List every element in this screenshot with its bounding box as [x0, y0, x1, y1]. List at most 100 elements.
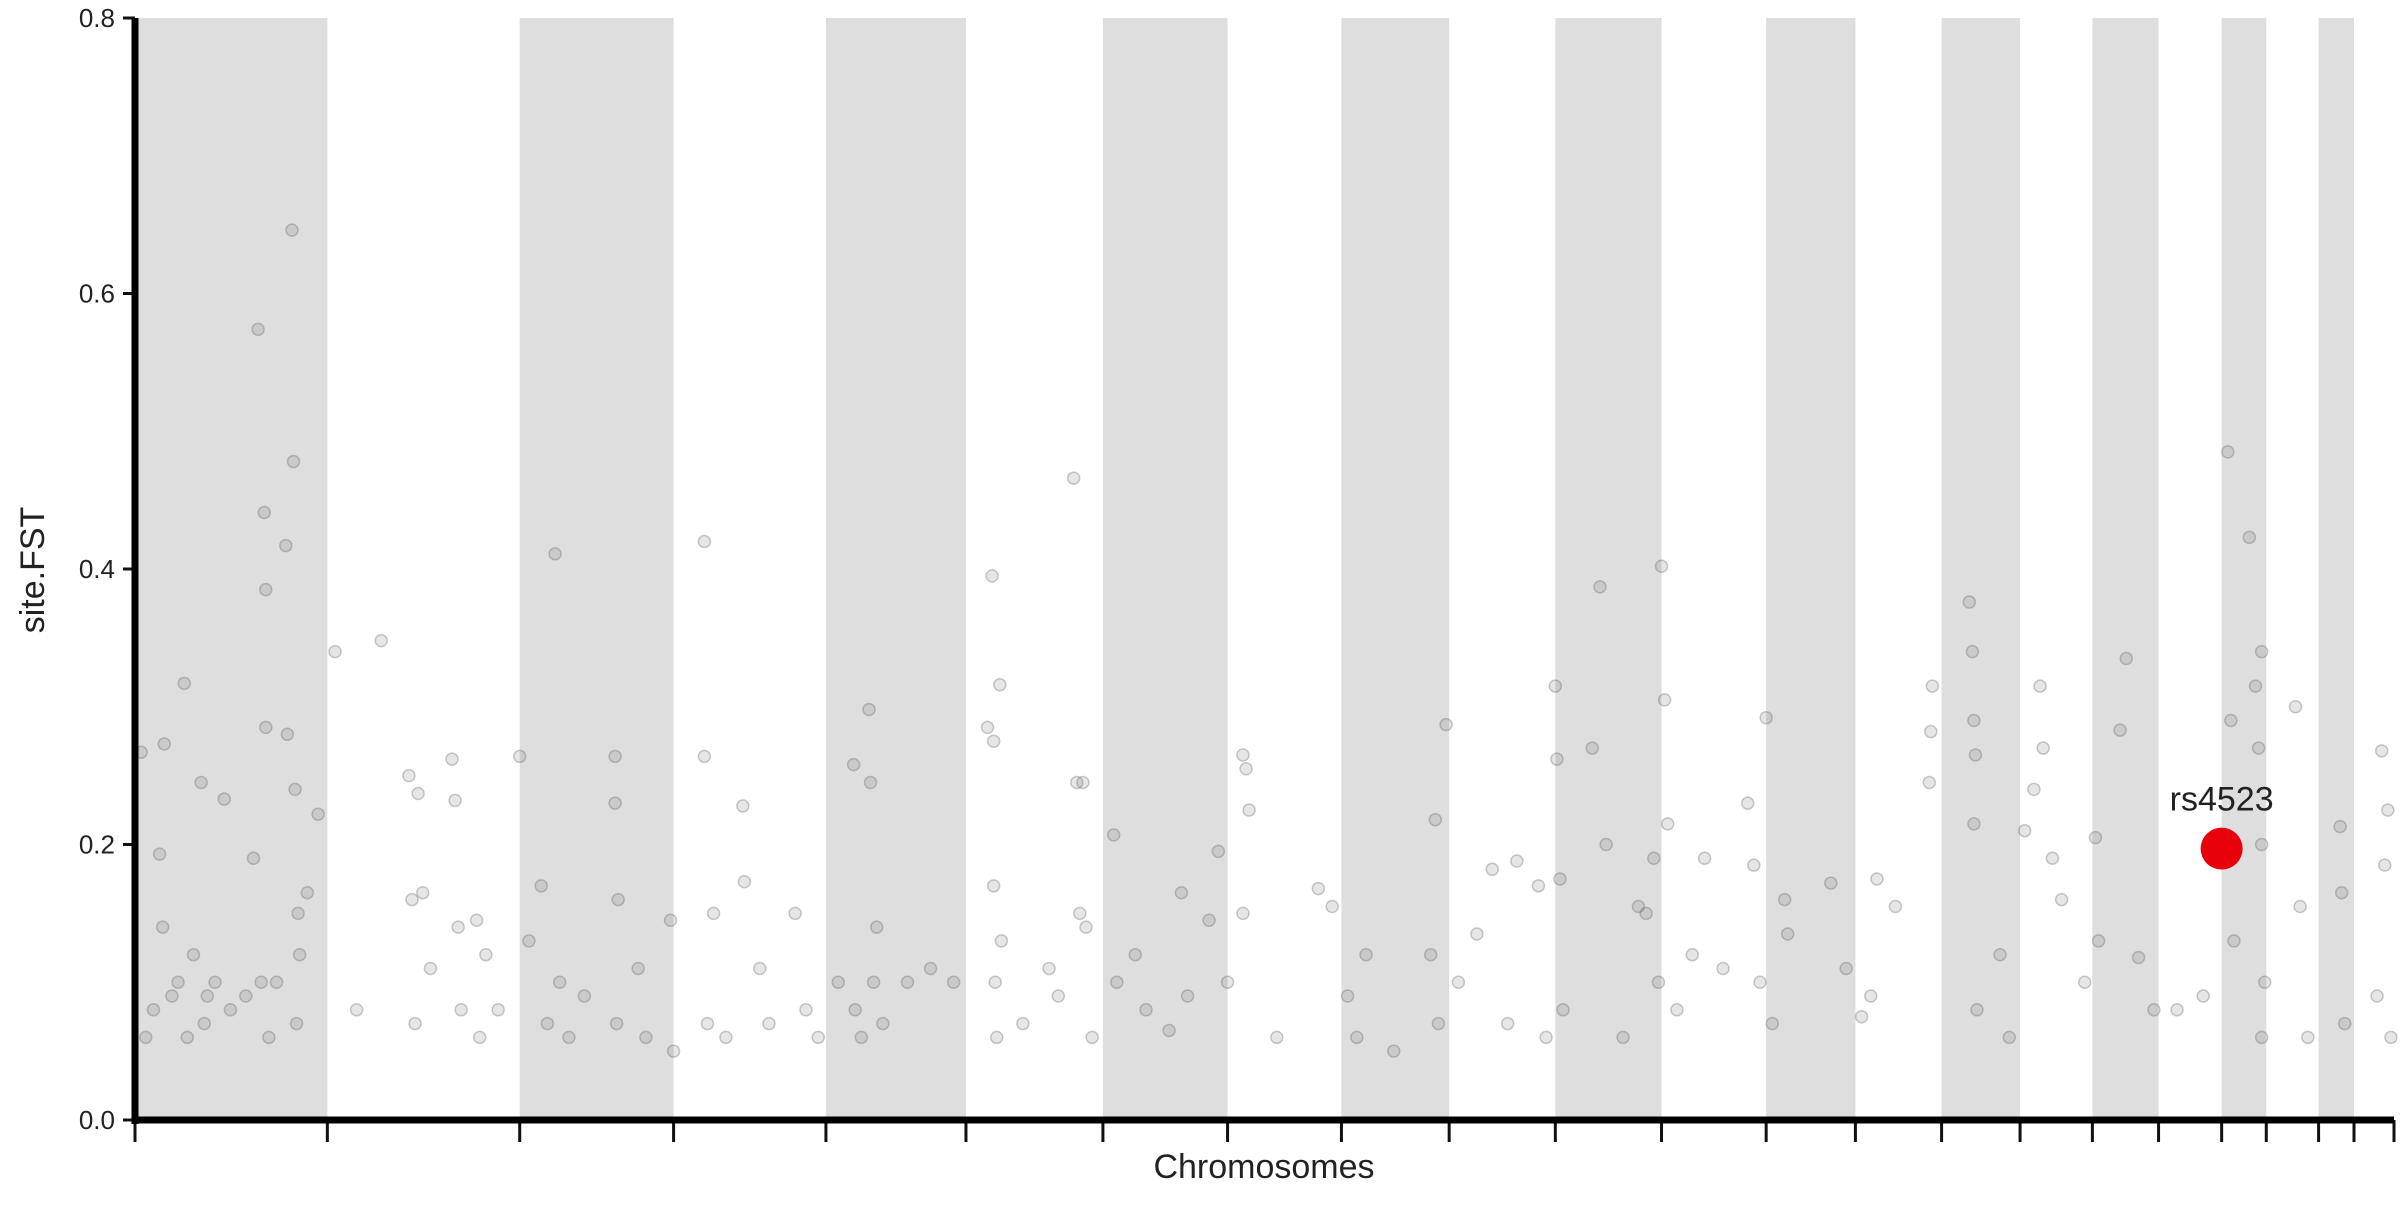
point — [246, 851, 261, 866]
point — [1311, 881, 1326, 896]
point — [1967, 713, 1981, 728]
point — [2091, 934, 2106, 948]
point — [1753, 975, 1767, 989]
point — [562, 1030, 576, 1045]
point — [1423, 947, 1438, 962]
point — [1870, 872, 1884, 886]
point — [472, 1030, 487, 1045]
point — [988, 975, 1002, 989]
point — [1174, 885, 1189, 900]
point — [831, 975, 845, 989]
y-tick-label: 0.6 — [79, 279, 115, 309]
point — [1439, 717, 1453, 732]
point — [980, 720, 995, 735]
point — [1854, 1009, 1869, 1024]
point — [1070, 775, 1084, 790]
point — [2045, 851, 2060, 866]
point — [2257, 975, 2272, 989]
point — [2077, 975, 2092, 989]
point — [157, 737, 171, 751]
y-axis-label: site.FST — [14, 507, 52, 634]
point — [1162, 1023, 1176, 1038]
point — [1180, 989, 1195, 1003]
point — [846, 757, 861, 772]
point — [1777, 892, 1792, 907]
point — [2033, 679, 2047, 693]
point — [994, 934, 1009, 948]
point — [2338, 1016, 2352, 1031]
highlight-point — [2200, 827, 2243, 870]
point — [862, 702, 876, 717]
point — [2254, 1030, 2269, 1045]
point — [2221, 445, 2235, 459]
point — [986, 734, 1001, 748]
point — [608, 796, 622, 810]
point — [1550, 752, 1564, 766]
point — [2017, 823, 2032, 838]
point — [239, 989, 253, 1003]
point — [445, 752, 459, 766]
point — [139, 1030, 153, 1045]
point — [2248, 679, 2263, 693]
point — [200, 989, 215, 1003]
point — [631, 961, 645, 976]
point — [1042, 961, 1056, 976]
point — [1110, 975, 1124, 989]
point — [1697, 851, 1712, 866]
point — [639, 1030, 653, 1045]
point — [985, 569, 999, 583]
point — [1428, 812, 1443, 827]
point — [2251, 741, 2266, 755]
point — [2196, 989, 2210, 1003]
point — [423, 961, 438, 976]
point — [1451, 975, 1466, 989]
point — [2002, 1030, 2017, 1045]
point — [155, 920, 170, 934]
point — [1106, 828, 1121, 842]
point — [1765, 1016, 1780, 1031]
point — [1716, 961, 1730, 976]
point — [989, 1030, 1004, 1045]
point — [848, 1003, 862, 1017]
point — [469, 913, 484, 928]
chromosome-band — [2092, 18, 2159, 1120]
point — [177, 676, 191, 691]
point — [1970, 1003, 1984, 1017]
point — [993, 677, 1007, 692]
point — [753, 961, 767, 976]
point — [1593, 580, 1607, 594]
point — [451, 920, 465, 934]
point — [736, 799, 750, 813]
point — [1236, 748, 1250, 762]
point — [300, 885, 315, 900]
point — [1670, 1003, 1684, 1017]
point — [1387, 1044, 1401, 1058]
point — [1016, 1016, 1030, 1031]
point — [863, 775, 878, 790]
point — [374, 633, 388, 648]
point — [349, 1003, 364, 1017]
point — [279, 538, 293, 553]
point — [223, 1003, 238, 1017]
point — [2288, 700, 2303, 714]
point — [811, 1030, 825, 1045]
point — [2254, 644, 2269, 659]
point — [799, 1003, 813, 1017]
point — [1211, 844, 1226, 859]
point — [876, 1016, 890, 1031]
point — [1780, 927, 1795, 941]
point — [1631, 899, 1646, 914]
chromosome-band — [135, 18, 328, 1120]
point — [1220, 975, 1235, 989]
point — [866, 975, 881, 989]
point — [2378, 858, 2392, 872]
point — [697, 749, 712, 764]
chromosome-band — [2221, 18, 2267, 1120]
y-tick-label: 0.8 — [79, 3, 115, 33]
point — [1539, 1030, 1553, 1045]
x-axis-label: Chromosomes — [1153, 1148, 1374, 1186]
point — [2170, 1003, 2184, 1017]
point — [2374, 744, 2389, 758]
point — [1485, 862, 1499, 877]
point — [1639, 906, 1653, 921]
